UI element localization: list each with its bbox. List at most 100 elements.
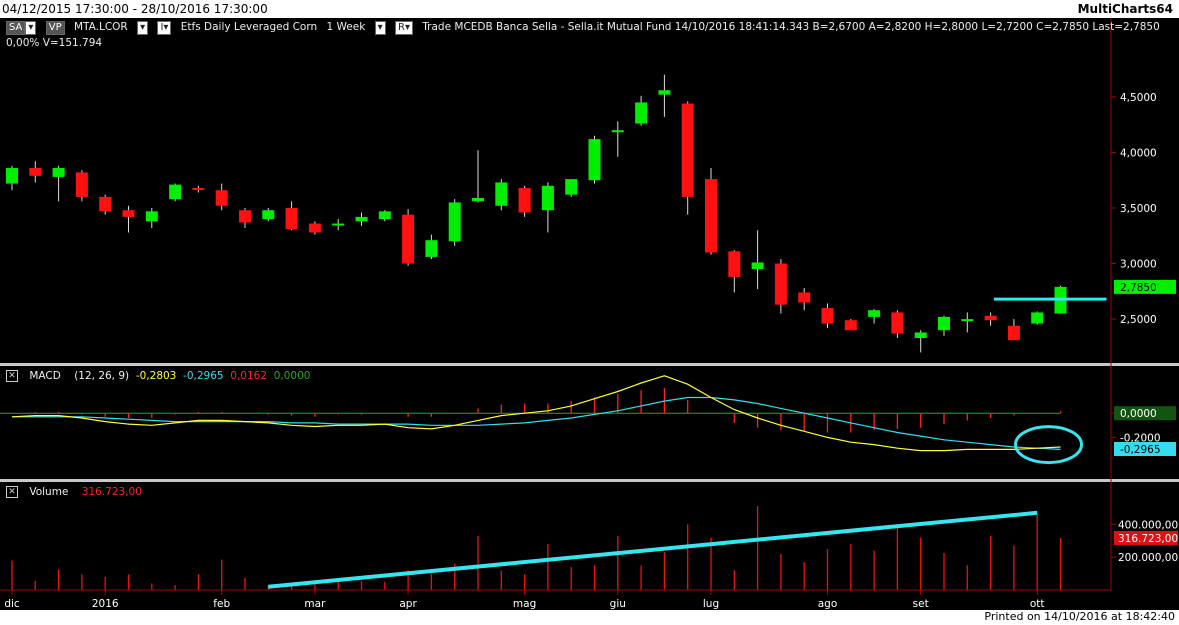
volume-last-label: 316.723,00 xyxy=(1118,533,1178,545)
last-price-badge xyxy=(1114,279,1176,294)
candle xyxy=(588,135,601,184)
volume-label: Volume xyxy=(29,486,69,498)
candle xyxy=(774,259,787,314)
candle-body xyxy=(751,262,764,270)
candle-body xyxy=(938,316,950,331)
candle xyxy=(495,179,508,211)
sa-button[interactable]: SA xyxy=(6,21,26,35)
candle xyxy=(192,185,205,193)
candle xyxy=(844,319,857,331)
candle xyxy=(472,150,484,203)
candle-body xyxy=(99,196,112,212)
last-price-label: 2,7850 xyxy=(1120,282,1157,294)
time-tick-label: apr xyxy=(399,598,417,610)
time-tick-label: 2016 xyxy=(92,598,119,610)
close-icon[interactable]: ✕ xyxy=(6,370,18,382)
candle xyxy=(332,219,345,231)
chart-canvas[interactable]: 0,0000-0,2000-0,2965 400.000,00 200.000,0… xyxy=(0,18,1179,610)
interval-label: 1 Week xyxy=(326,21,366,33)
candle xyxy=(145,208,158,228)
candle-body xyxy=(145,211,158,222)
zero-value: 0,0000 xyxy=(273,370,311,382)
candle-body xyxy=(565,179,578,195)
candle xyxy=(122,205,135,233)
chart-background xyxy=(0,18,1179,610)
candle xyxy=(541,182,554,233)
candle-body xyxy=(914,332,927,338)
candle-body xyxy=(681,103,694,197)
candle xyxy=(518,185,531,217)
candle-body xyxy=(169,184,182,200)
interval-dropdown-icon[interactable]: I▾ xyxy=(157,21,172,35)
time-tick-label: mar xyxy=(304,598,326,610)
candle xyxy=(448,199,461,246)
interval-selector-icon[interactable]: ▾ xyxy=(374,21,386,35)
symbol-dropdown-icon[interactable]: ▾ xyxy=(137,21,149,35)
candle-body xyxy=(868,310,881,317)
candle xyxy=(262,208,275,222)
time-tick-label: set xyxy=(913,598,929,610)
candle-body xyxy=(285,208,298,230)
candle xyxy=(215,183,228,211)
macd-value: -0,2803 xyxy=(135,370,177,382)
candle xyxy=(565,179,578,197)
candle xyxy=(891,310,904,338)
candle xyxy=(425,234,438,260)
candle-body xyxy=(192,188,205,190)
time-axis: dic 2016 feb mar apr mag giu lug ago set ott xyxy=(4,590,1045,610)
candle-body xyxy=(215,190,228,206)
candle-body xyxy=(518,188,531,213)
annotation-ellipse xyxy=(1014,425,1083,465)
date-range-title: 04/12/2015 17:30:00 - 28/10/2016 17:30:0… xyxy=(2,2,268,16)
candle-body xyxy=(611,130,624,133)
candle-body xyxy=(705,179,717,253)
price-tick-label: 4,0000 xyxy=(1120,147,1157,159)
candle-body xyxy=(332,223,345,226)
macd-params: (12, 26, 9) xyxy=(74,370,130,382)
range-dropdown-icon[interactable]: R▾ xyxy=(395,21,413,35)
quote-info: Trade MCEDB Banca Sella - Sella.it Mutua… xyxy=(422,21,1160,33)
candle xyxy=(681,101,694,215)
macd-label: MACD xyxy=(29,370,61,382)
price-candles xyxy=(6,74,1067,353)
description-label: Etfs Daily Leveraged Corn xyxy=(180,21,318,33)
volume-tick-label: 400.000,00 xyxy=(1118,519,1178,531)
sa-dropdown-icon[interactable]: ▾ xyxy=(25,21,37,35)
candle-body xyxy=(308,223,321,233)
candle-body xyxy=(844,320,857,331)
macd-zero-badge xyxy=(1114,406,1176,421)
candle-body xyxy=(472,198,484,202)
candle-body xyxy=(52,168,65,177)
candle xyxy=(239,208,251,228)
candle-body xyxy=(588,139,601,181)
price-tick-label: 4,5000 xyxy=(1120,92,1157,104)
candle-body xyxy=(1031,312,1044,324)
candle xyxy=(938,315,950,336)
candle xyxy=(1031,311,1044,325)
macd-plot: 0,0000 -0,2000-0,2965 xyxy=(0,375,1176,465)
candle xyxy=(658,74,671,117)
candle xyxy=(961,312,974,333)
candle-body xyxy=(774,263,787,305)
candle xyxy=(169,183,182,202)
window-title-bar: 04/12/2015 17:30:00 - 28/10/2016 17:30:0… xyxy=(0,0,1179,19)
time-tick-label: mag xyxy=(513,598,536,610)
candle xyxy=(1007,319,1020,341)
macd-last-label: -0,2965 xyxy=(1120,444,1161,456)
candle xyxy=(6,165,18,191)
candle-body xyxy=(495,182,508,206)
close-icon[interactable]: ✕ xyxy=(6,486,18,498)
symbol-label: MTA.LCOR xyxy=(73,21,128,33)
candle xyxy=(635,95,648,126)
signal-value: -0,2965 xyxy=(183,370,224,382)
candle xyxy=(868,309,881,324)
hist-value: 0,0162 xyxy=(230,370,268,382)
candle xyxy=(705,168,717,255)
value-axes: 4,5000 4,0000 3,5000 3,0000 2,5000 2,7850 xyxy=(1111,92,1176,326)
volume-tick-label: 200.000,00 xyxy=(1118,552,1178,564)
candle-body xyxy=(961,319,974,322)
candle xyxy=(984,312,997,326)
vp-button[interactable]: VP xyxy=(45,21,65,35)
candle xyxy=(914,330,927,353)
volume-last-badge xyxy=(1114,530,1178,545)
